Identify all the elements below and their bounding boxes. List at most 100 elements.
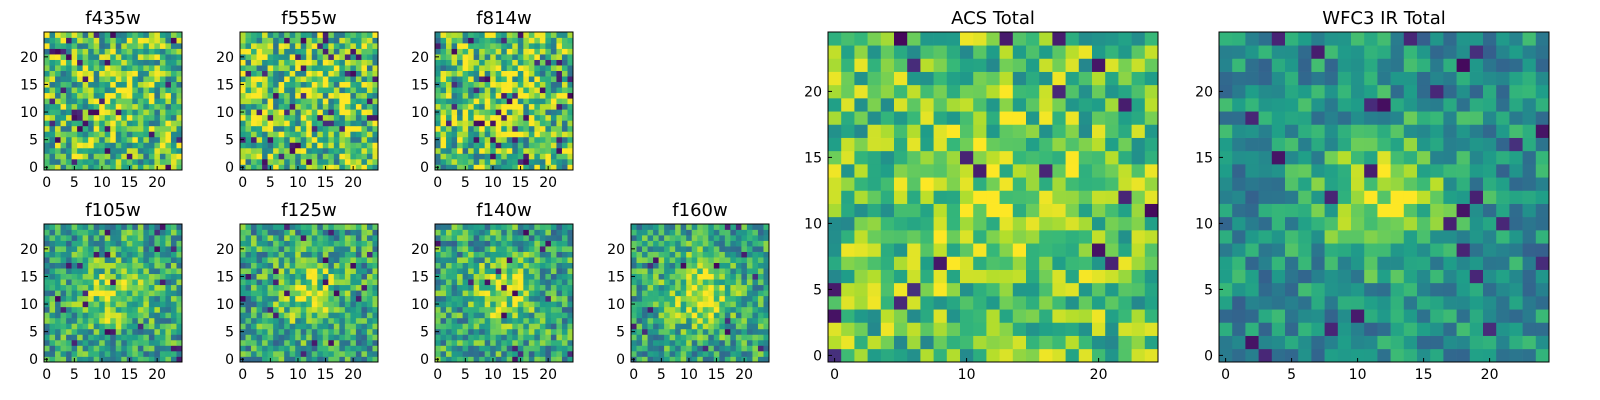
heatmap-cell	[328, 279, 335, 286]
heatmap-cell	[170, 136, 177, 143]
heatmap-cell	[333, 251, 340, 258]
heatmap-cell	[317, 323, 324, 330]
heatmap-cell	[702, 290, 709, 297]
heatmap-cell	[763, 323, 770, 330]
heatmap-cell	[88, 142, 95, 149]
heatmap-cell	[55, 136, 61, 143]
heatmap-cell	[361, 37, 368, 44]
heatmap-cell	[289, 246, 296, 252]
x-tick-label: 0	[433, 367, 442, 383]
heatmap-cell	[350, 345, 357, 352]
heatmap-cell	[946, 137, 961, 152]
heatmap-cell	[71, 125, 78, 132]
heatmap-cell	[534, 98, 541, 105]
heatmap-cell	[170, 257, 177, 263]
heatmap-cell	[828, 243, 842, 257]
heatmap-cell	[284, 323, 291, 330]
heatmap-cell	[484, 257, 491, 263]
heatmap-cell	[1118, 322, 1132, 336]
heatmap-cell	[88, 76, 95, 83]
panel-title: f814w	[476, 8, 531, 29]
heatmap-cell	[567, 59, 574, 66]
heatmap-cell	[256, 279, 263, 286]
heatmap-cell	[545, 273, 552, 280]
heatmap-cell	[245, 268, 252, 275]
heatmap-cell	[440, 224, 447, 230]
heatmap-cell	[933, 282, 948, 297]
heatmap-cell	[137, 334, 144, 341]
heatmap-cell	[148, 164, 155, 171]
heatmap-cell	[1144, 216, 1159, 231]
heatmap-cell	[137, 312, 144, 319]
heatmap-cell	[517, 246, 524, 252]
heatmap-cell	[1012, 190, 1027, 204]
heatmap-cell	[121, 32, 128, 38]
heatmap-cell	[763, 229, 770, 236]
heatmap-cell	[495, 317, 502, 324]
heatmap-cell	[517, 70, 524, 77]
heatmap-cell	[93, 37, 100, 44]
heatmap-cell	[170, 224, 177, 230]
heatmap-cell	[165, 323, 172, 330]
heatmap-cell	[636, 334, 643, 341]
heatmap-cell	[273, 356, 279, 363]
heatmap-cell	[267, 114, 274, 121]
heatmap-cell	[647, 301, 654, 308]
heatmap-cell	[457, 81, 463, 88]
heatmap-cell	[636, 251, 643, 258]
heatmap-cell	[328, 87, 335, 94]
heatmap-cell	[484, 54, 491, 60]
heatmap-cell	[344, 164, 351, 171]
heatmap-cell	[473, 224, 480, 230]
heatmap-cell	[702, 306, 709, 313]
heatmap-cell	[946, 203, 961, 218]
heatmap-cell	[267, 70, 274, 77]
heatmap-cell	[350, 43, 357, 49]
heatmap-cell	[165, 290, 172, 297]
heatmap-cell	[66, 158, 72, 165]
heatmap-cell	[946, 296, 961, 310]
heatmap-cell	[484, 356, 491, 363]
heatmap-cell	[262, 229, 268, 236]
heatmap-cell	[702, 323, 709, 330]
heatmap-cell	[550, 268, 557, 275]
heatmap-cell	[561, 317, 568, 324]
heatmap-cell	[473, 76, 480, 83]
heatmap-cell	[479, 306, 486, 313]
heatmap-cell	[251, 120, 257, 127]
heatmap-cell	[457, 98, 463, 105]
heatmap-cell	[93, 136, 100, 143]
heatmap-cell	[165, 70, 172, 77]
heatmap-cell	[479, 284, 486, 291]
heatmap-cell	[1039, 216, 1053, 231]
heatmap-cell	[567, 65, 574, 71]
heatmap-cell	[556, 251, 563, 258]
heatmap-cell	[1131, 256, 1146, 270]
heatmap-cell	[240, 257, 246, 263]
heatmap-cell	[273, 350, 279, 357]
heatmap-cell	[730, 350, 737, 357]
heatmap-cell	[121, 323, 128, 330]
heatmap-cell	[752, 334, 759, 341]
heatmap-cell	[366, 76, 373, 83]
heatmap-cell	[148, 301, 155, 308]
heatmap-cell	[658, 312, 665, 319]
heatmap-cell	[457, 317, 463, 324]
heatmap-cell	[457, 323, 463, 330]
heatmap-cell	[55, 328, 61, 335]
heatmap-cell	[741, 323, 748, 330]
heatmap-cell	[746, 251, 753, 258]
heatmap-cell	[691, 328, 698, 335]
heatmap-cell	[344, 229, 351, 236]
heatmap-cell	[328, 290, 335, 297]
heatmap-cell	[495, 350, 502, 357]
heatmap-cell	[355, 48, 362, 55]
heatmap-cell	[165, 87, 172, 94]
heatmap-cell	[311, 257, 318, 263]
heatmap-cell	[691, 246, 698, 252]
heatmap-cell	[77, 164, 83, 171]
heatmap-cell	[490, 328, 497, 335]
heatmap-cell	[361, 131, 368, 138]
heatmap-cell	[1052, 177, 1066, 191]
